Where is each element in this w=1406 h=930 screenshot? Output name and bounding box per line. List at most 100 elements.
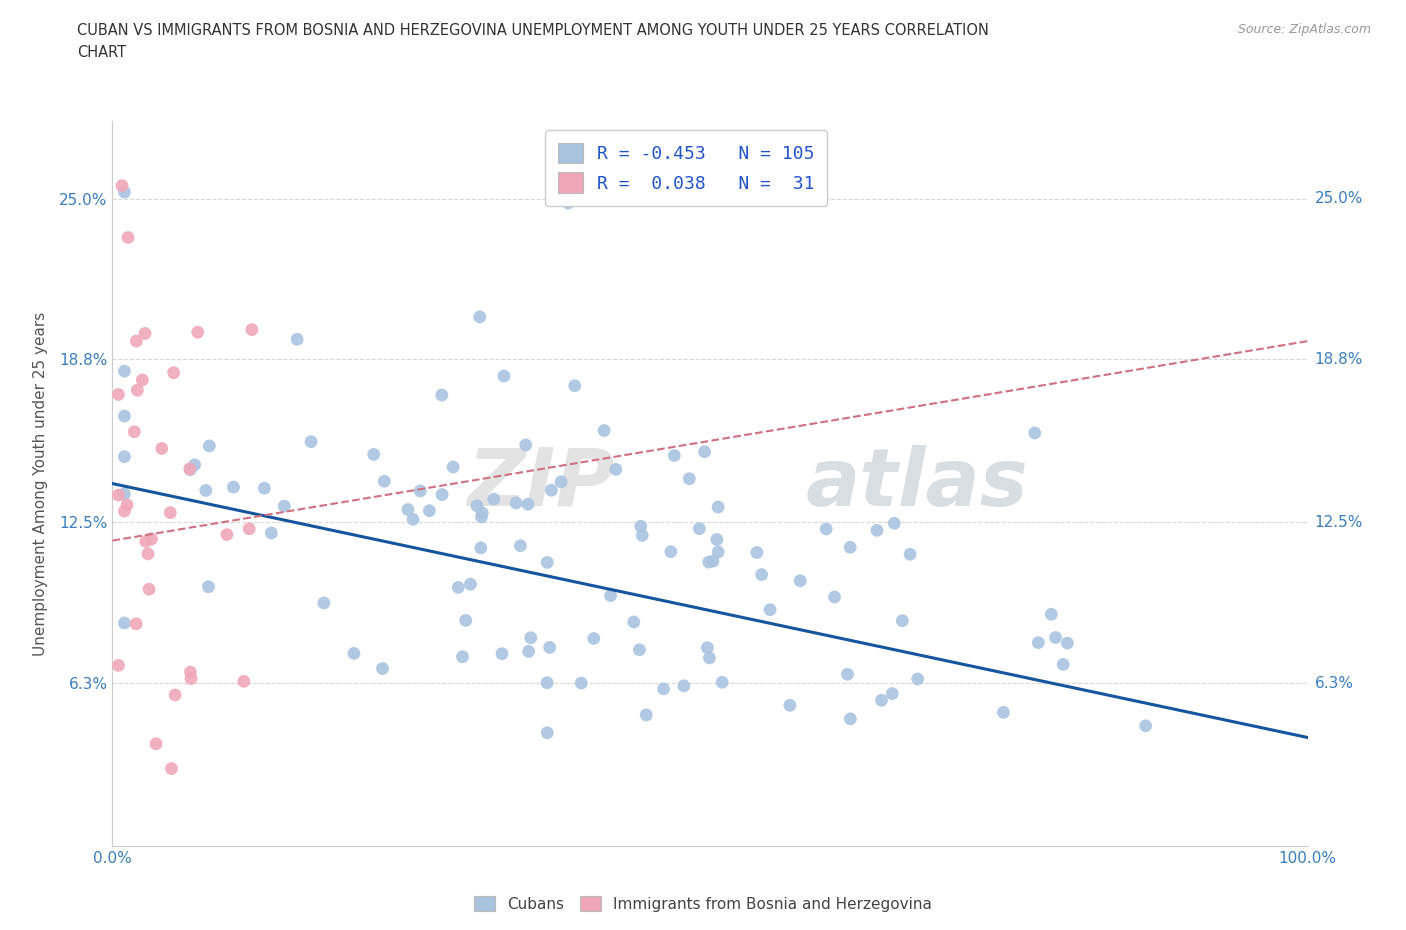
Point [240, 322, 263, 337]
Point [396, 502, 419, 517]
Point [343, 646, 366, 661]
Point [697, 554, 720, 569]
Point [707, 499, 730, 514]
Point [630, 519, 652, 534]
Point [441, 459, 464, 474]
Point [1024, 426, 1046, 441]
Point [409, 484, 432, 498]
Point [605, 462, 627, 477]
Point [789, 573, 811, 588]
Point [141, 532, 163, 547]
Point [482, 492, 505, 507]
Point [652, 682, 675, 697]
Point [107, 387, 129, 402]
Point [179, 665, 201, 680]
Point [678, 472, 700, 486]
Point [664, 448, 686, 463]
Point [114, 449, 135, 464]
Text: 25.0%: 25.0% [1315, 192, 1362, 206]
Point [470, 510, 492, 525]
Point [993, 705, 1015, 720]
Point [599, 588, 621, 603]
Point [470, 540, 492, 555]
Point [134, 326, 156, 341]
Point [114, 408, 135, 423]
Text: atlas: atlas [806, 445, 1028, 523]
Point [138, 582, 160, 597]
Point [907, 671, 929, 686]
Point [536, 555, 558, 570]
Point [711, 675, 734, 690]
Point [891, 613, 914, 628]
Point [160, 761, 183, 776]
Point [699, 650, 721, 665]
Point [672, 678, 695, 693]
Point [492, 368, 515, 383]
Point [564, 379, 586, 393]
Point [536, 675, 558, 690]
Point [124, 424, 146, 439]
Point [882, 686, 904, 701]
Point [515, 437, 537, 452]
Point [517, 644, 540, 658]
Point [837, 667, 859, 682]
Point [628, 643, 651, 658]
Point [299, 434, 322, 449]
Point [751, 567, 773, 582]
Point [260, 525, 283, 540]
Point [636, 708, 658, 723]
Point [569, 675, 592, 690]
Point [145, 737, 167, 751]
Point [373, 473, 395, 488]
Point [1045, 630, 1067, 644]
Point [465, 498, 488, 513]
Point [1052, 657, 1074, 671]
Point [183, 458, 205, 472]
Point [197, 579, 219, 594]
Point [706, 532, 728, 547]
Point [430, 388, 453, 403]
Point [468, 310, 491, 325]
Point [135, 534, 157, 549]
Point [866, 523, 889, 538]
Point [538, 640, 561, 655]
Point [179, 461, 201, 476]
Text: CUBAN VS IMMIGRANTS FROM BOSNIA AND HERZEGOVINA UNEMPLOYMENT AMONG YOUTH UNDER 2: CUBAN VS IMMIGRANTS FROM BOSNIA AND HERZ… [77, 23, 990, 60]
Point [460, 577, 482, 591]
Point [402, 512, 425, 526]
Point [519, 631, 541, 645]
Point [759, 603, 782, 618]
Point [114, 486, 135, 501]
Point [557, 195, 579, 210]
Point [430, 487, 453, 502]
Point [112, 504, 135, 519]
Point [745, 545, 768, 560]
Point [285, 332, 308, 347]
Point [505, 496, 527, 511]
Point [163, 365, 186, 380]
Point [150, 441, 173, 456]
Point [111, 179, 134, 193]
Point [824, 590, 846, 604]
Point [707, 545, 730, 560]
Point [232, 674, 254, 689]
Point [117, 230, 139, 245]
Point [815, 522, 838, 537]
Point [509, 538, 531, 553]
Point [238, 522, 260, 537]
Point [1040, 606, 1063, 621]
Point [593, 423, 616, 438]
Text: 12.5%: 12.5% [1315, 515, 1362, 530]
Point [839, 539, 862, 554]
Text: Source: ZipAtlas.com: Source: ZipAtlas.com [1237, 23, 1371, 36]
Point [131, 373, 153, 388]
Point [312, 595, 335, 610]
Point [688, 521, 710, 536]
Point [451, 649, 474, 664]
Legend: R = -0.453   N = 105, R =  0.038   N =  31: R = -0.453 N = 105, R = 0.038 N = 31 [546, 130, 827, 206]
Point [1135, 718, 1157, 733]
Text: 6.3%: 6.3% [1315, 675, 1354, 691]
Point [659, 544, 682, 559]
Point [115, 498, 138, 512]
Point [839, 711, 862, 726]
